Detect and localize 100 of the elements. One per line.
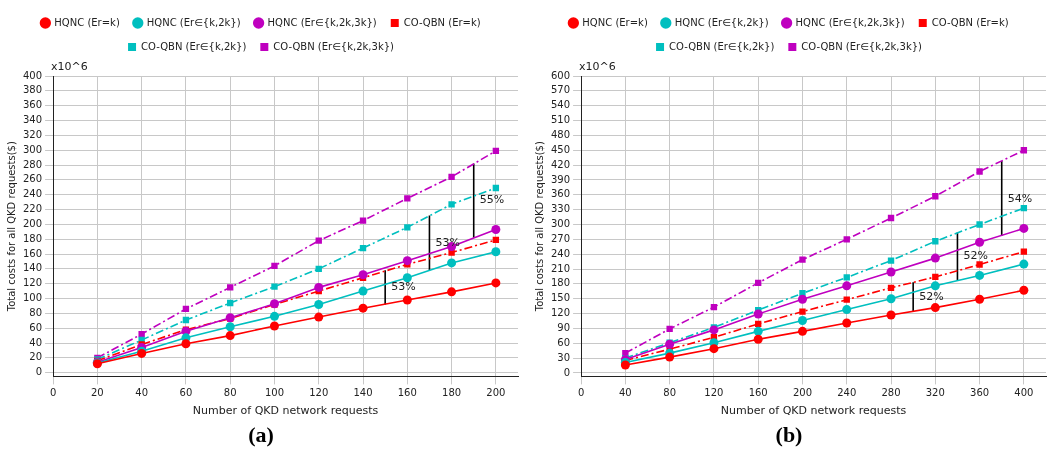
y-tick-label: 360 <box>22 99 43 111</box>
point <box>447 258 457 268</box>
legend-label: CO-QBN (Er=k) <box>931 16 1009 28</box>
point <box>753 309 763 319</box>
x-tick-label: 240 <box>837 386 857 398</box>
x-tick-label: 120 <box>309 386 329 398</box>
point <box>797 315 807 325</box>
point <box>359 217 367 224</box>
y-tick-label: 210 <box>550 262 571 274</box>
legend-label: HQNC (Er∈{k,2k,3k}) <box>795 16 905 28</box>
annotation: 55% <box>479 193 505 207</box>
x-tick-label: 120 <box>704 386 724 398</box>
y-tick-label: 0 <box>563 366 571 378</box>
y-tick-label: 600 <box>550 69 571 81</box>
y-tick-label: 270 <box>550 232 571 244</box>
y-tick-label: 360 <box>550 188 571 200</box>
x-tick-label: 80 <box>663 386 677 398</box>
y-tick-label: 380 <box>22 84 43 96</box>
y-tick-label: 90 <box>557 321 571 333</box>
y-tick-label: 340 <box>22 114 43 126</box>
y-tick-label: 120 <box>550 307 571 319</box>
point <box>358 303 368 313</box>
point <box>753 326 763 336</box>
x-tick-label: 40 <box>135 386 149 398</box>
y-tick-label: 220 <box>22 203 43 215</box>
y-tick-label: 320 <box>22 128 43 140</box>
x-tick-label: 200 <box>792 386 813 398</box>
x-tick-label: 180 <box>442 386 462 398</box>
point <box>799 256 806 263</box>
legend-label: HQNC (Er∈{k,2k,3k}) <box>267 16 377 28</box>
y-tick-label: 240 <box>22 188 43 200</box>
legend-label: CO-QBN (Er∈{k,2k,3k}) <box>801 40 923 52</box>
point <box>314 282 324 292</box>
y-tick-label: 450 <box>550 143 571 155</box>
point <box>1019 285 1029 295</box>
point <box>448 173 455 181</box>
point <box>975 294 985 304</box>
point <box>402 256 412 266</box>
point <box>225 322 235 332</box>
annotation: 53% <box>435 235 460 249</box>
legend-label: CO-QBN (Er∈{k,2k}) <box>141 40 247 52</box>
y-tick-label: 330 <box>550 203 571 215</box>
point <box>402 295 412 305</box>
x-tick-label: 160 <box>748 386 768 398</box>
y-tick-label: 300 <box>22 143 43 155</box>
y-tick-label: 160 <box>22 247 43 259</box>
y-tick-label: 260 <box>22 173 43 185</box>
legend-label: HQNC (Er∈{k,2k}) <box>146 16 241 28</box>
point <box>842 318 852 328</box>
point <box>314 312 324 322</box>
point <box>227 284 234 291</box>
legend-label: CO-QBN (Er=k) <box>403 16 481 28</box>
point <box>491 247 501 257</box>
legend-label: HQNC (Er∈{k,2k}) <box>674 16 769 28</box>
point <box>1019 259 1029 269</box>
point <box>181 339 191 349</box>
y-tick-label: 100 <box>22 292 43 304</box>
x-tick-label: 60 <box>179 386 193 398</box>
point <box>402 273 412 283</box>
point <box>271 262 278 270</box>
x-tick-label: 280 <box>881 386 901 398</box>
y-axis-title: Total costs for all QKD requests($) <box>5 141 17 313</box>
x-tick-label: 0 <box>49 386 57 398</box>
x-axis-title: Number of QKD network requests <box>720 403 907 417</box>
y-tick-label: 480 <box>550 128 571 140</box>
point <box>448 201 455 208</box>
x-tick-label: 20 <box>91 386 104 398</box>
point <box>930 253 940 263</box>
x-tick-label: 80 <box>223 386 237 398</box>
point <box>404 195 411 202</box>
y-tick-label: 240 <box>550 247 571 259</box>
point <box>665 352 675 362</box>
point <box>886 294 896 304</box>
x-tick-label: 160 <box>397 386 417 398</box>
legend-label: CO-QBN (Er∈{k,2k}) <box>669 40 775 52</box>
y-tick-label: 420 <box>550 158 571 170</box>
point <box>976 221 983 228</box>
y-tick-label: 120 <box>22 277 43 289</box>
y-tick-label: 20 <box>29 351 43 363</box>
y-tick-label: 300 <box>550 218 571 230</box>
legend-label: CO-QBN (Er∈{k,2k,3k}) <box>273 40 395 52</box>
x-tick-label: 200 <box>486 386 506 398</box>
legend-label: HQNC (Er=k) <box>54 16 120 28</box>
point <box>358 286 368 296</box>
point <box>753 334 763 344</box>
y-tick-label: 80 <box>29 306 43 318</box>
text: x10^6 <box>51 60 88 74</box>
x-tick-label: 100 <box>264 386 285 398</box>
point <box>447 287 457 297</box>
point <box>797 294 807 304</box>
point <box>799 308 806 315</box>
text: x10^6 <box>579 60 616 74</box>
point <box>842 281 852 291</box>
point <box>358 270 368 280</box>
y-tick-label: 60 <box>557 336 571 348</box>
point <box>887 257 895 264</box>
point <box>930 303 940 313</box>
point <box>975 270 985 280</box>
y-tick-label: 60 <box>29 321 43 333</box>
point <box>314 299 324 309</box>
